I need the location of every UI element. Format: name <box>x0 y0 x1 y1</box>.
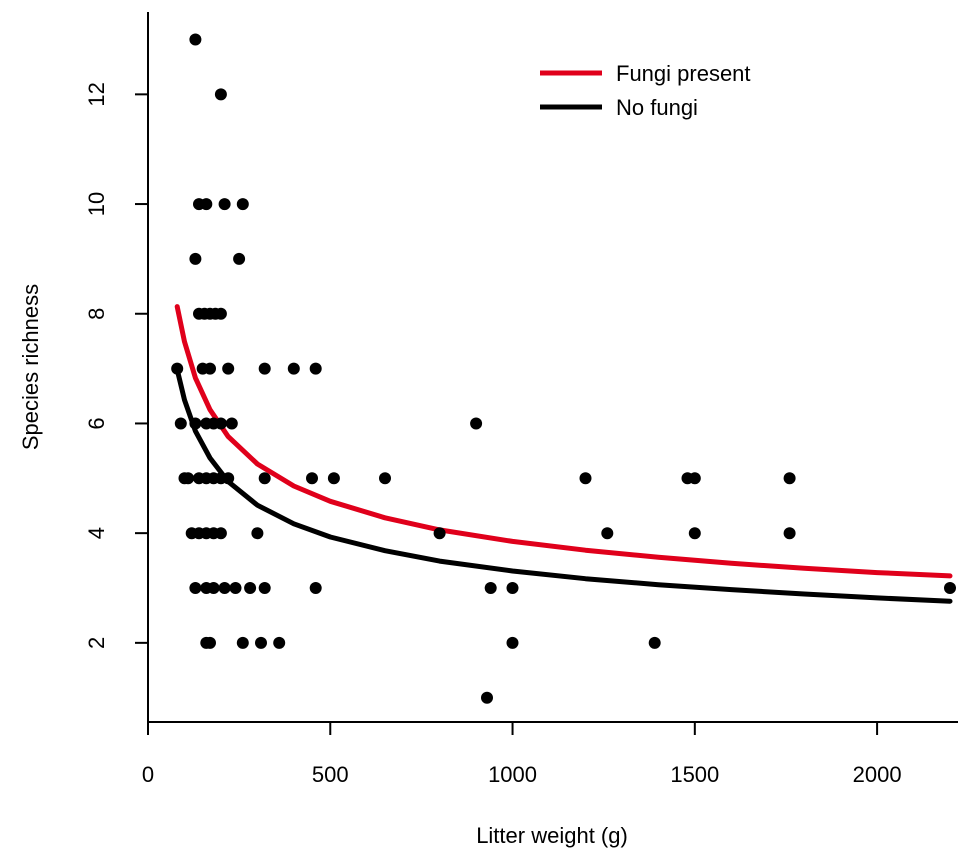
data-point <box>214 307 227 320</box>
data-point <box>236 198 249 211</box>
data-point <box>783 472 796 485</box>
curve-no-fungi <box>174 367 953 604</box>
data-point <box>944 582 956 594</box>
data-point <box>601 527 614 540</box>
legend: Fungi present No fungi <box>540 61 751 120</box>
y-tick-label-4: 4 <box>84 527 109 539</box>
data-point <box>258 362 271 375</box>
data-point <box>481 691 493 704</box>
y-tick-label-10: 10 <box>84 192 109 216</box>
x-axis-title: Litter weight (g) <box>476 823 628 848</box>
x-tick-label-500: 500 <box>312 762 349 787</box>
data-point <box>189 582 202 594</box>
data-point <box>204 636 216 649</box>
data-point <box>189 33 202 46</box>
data-point <box>309 582 322 594</box>
data-point <box>579 472 592 485</box>
data-point <box>222 472 235 485</box>
curve-fungi-present <box>174 304 953 579</box>
data-point <box>433 527 446 540</box>
data-point <box>244 582 257 594</box>
axes <box>147 12 958 723</box>
y-tick-label-2: 2 <box>84 637 109 649</box>
data-point <box>174 417 187 430</box>
y-tick-label-8: 8 <box>84 308 109 320</box>
data-point <box>189 417 202 430</box>
data-point <box>258 472 271 485</box>
legend-label-no-fungi: No fungi <box>616 95 698 120</box>
data-point <box>506 582 519 594</box>
data-point <box>273 636 286 649</box>
data-point <box>229 582 242 594</box>
y-ticks: 2 4 6 8 10 12 <box>84 82 148 649</box>
data-point <box>470 417 483 430</box>
data-point <box>506 636 519 649</box>
x-tick-label-0: 0 <box>142 762 154 787</box>
data-point <box>255 636 267 649</box>
x-tick-label-1500: 1500 <box>670 762 719 787</box>
data-point <box>688 472 701 485</box>
data-point <box>214 527 227 540</box>
data-point <box>688 527 701 540</box>
fitted-curves <box>174 304 953 604</box>
data-point <box>287 362 300 375</box>
data-point <box>379 472 391 485</box>
data-point <box>251 527 264 540</box>
data-point <box>222 362 235 375</box>
data-point <box>189 252 202 265</box>
data-point <box>207 582 220 594</box>
data-point <box>648 636 661 649</box>
data-point <box>204 362 216 375</box>
legend-label-fungi-present: Fungi present <box>616 61 751 86</box>
data-point <box>484 582 497 594</box>
data-point <box>783 527 796 540</box>
x-tick-label-2000: 2000 <box>853 762 902 787</box>
x-ticks: 0 500 1000 1500 2000 <box>142 722 902 787</box>
y-axis-title: Species richness <box>18 284 43 450</box>
data-point <box>258 582 271 594</box>
y-tick-label-12: 12 <box>84 82 109 106</box>
data-point <box>236 636 249 649</box>
x-tick-label-1000: 1000 <box>488 762 537 787</box>
data-point <box>309 362 322 375</box>
data-point <box>233 252 246 265</box>
data-point <box>218 582 231 594</box>
data-point <box>306 472 318 485</box>
data-point <box>171 362 184 375</box>
data-point <box>225 417 238 430</box>
data-point <box>214 417 227 430</box>
data-point <box>327 472 340 485</box>
data-point <box>218 198 231 211</box>
y-tick-label-6: 6 <box>84 417 109 429</box>
data-points <box>171 33 956 704</box>
data-point <box>200 198 213 211</box>
data-point <box>182 472 195 485</box>
data-point <box>214 88 227 101</box>
